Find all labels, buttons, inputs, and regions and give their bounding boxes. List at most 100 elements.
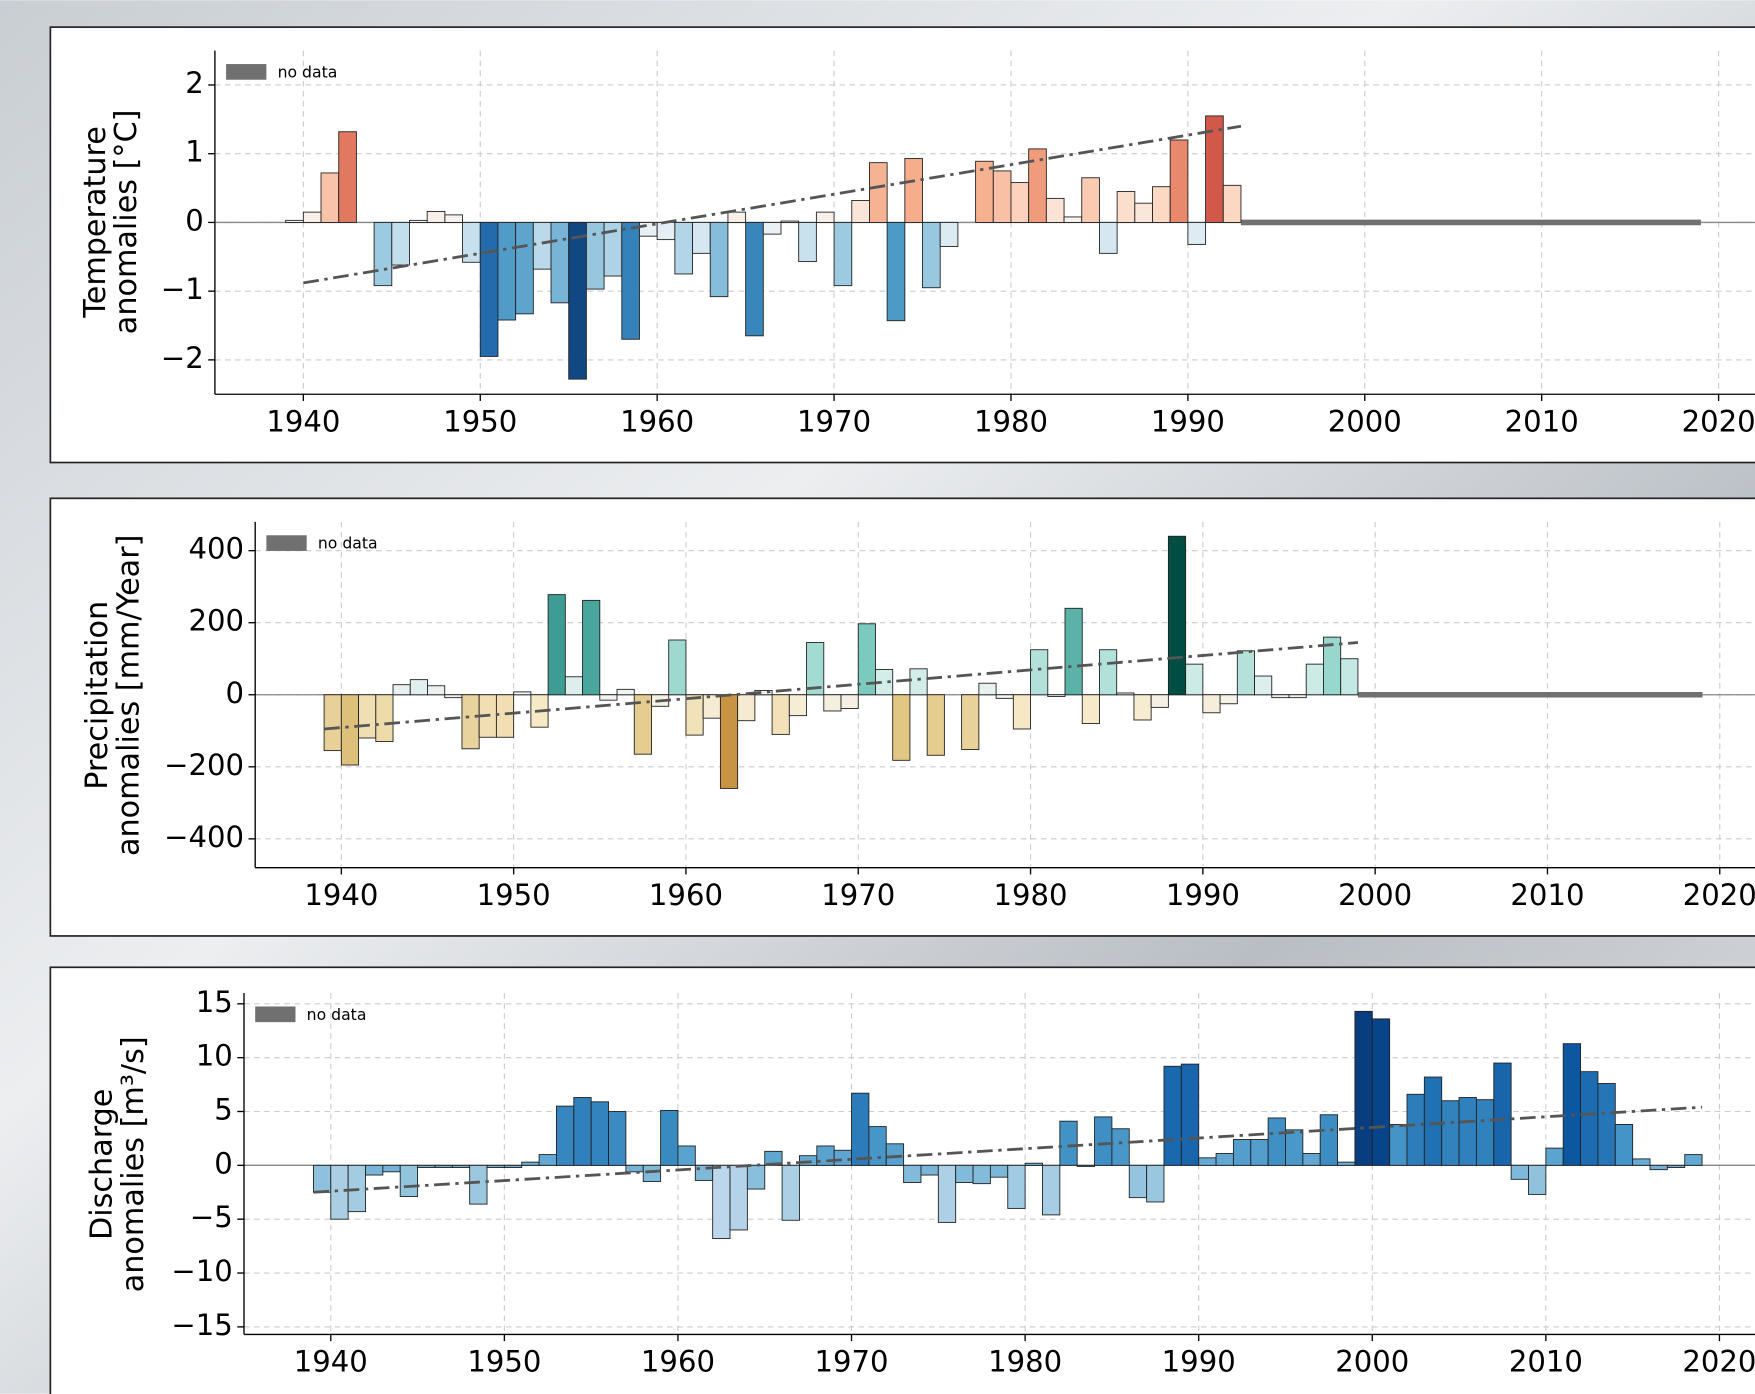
bar xyxy=(709,221,729,298)
bar xyxy=(1198,1157,1217,1166)
legend-label: no data xyxy=(318,534,378,553)
bar xyxy=(1180,1063,1200,1166)
x-tick-label: 1980 xyxy=(974,404,1048,438)
bar xyxy=(939,221,959,247)
bar xyxy=(417,1164,436,1168)
bar xyxy=(955,1164,974,1184)
bar xyxy=(1267,1117,1286,1166)
bar xyxy=(1150,694,1169,708)
bar xyxy=(771,694,790,735)
x-tick-label: 1940 xyxy=(294,1345,368,1379)
bar xyxy=(961,694,980,750)
bar xyxy=(625,1164,644,1173)
bar xyxy=(338,131,357,223)
y-tick-label: −5 xyxy=(190,1200,233,1234)
y-axis-label: anomalies [m³/s] xyxy=(116,1036,151,1292)
bar xyxy=(1045,197,1065,223)
x-tick-label: 2000 xyxy=(1328,404,1402,438)
bar xyxy=(330,1164,349,1220)
bar xyxy=(1232,1139,1252,1166)
bar xyxy=(1205,115,1224,223)
x-tick-label: 1960 xyxy=(620,404,694,438)
y-axis-label: anomalies [°C] xyxy=(109,110,144,335)
bar xyxy=(1288,694,1307,699)
trend-line xyxy=(303,124,1242,285)
bar xyxy=(1597,1083,1616,1166)
bar xyxy=(857,623,876,696)
x-tick-label: 1980 xyxy=(994,878,1068,912)
bar xyxy=(780,220,800,223)
bar xyxy=(1684,1154,1703,1166)
bar xyxy=(1185,663,1204,696)
bar xyxy=(1081,694,1100,725)
bar xyxy=(1254,675,1273,696)
y-axis-label: Discharge xyxy=(84,1089,119,1240)
bar xyxy=(989,1164,1009,1178)
bar xyxy=(975,160,994,223)
bar xyxy=(1219,694,1238,705)
y-tick-label: 15 xyxy=(196,985,233,1019)
y-tick-label: −400 xyxy=(164,820,244,854)
bar xyxy=(762,221,782,235)
bar xyxy=(1024,1162,1043,1166)
bar xyxy=(668,639,687,696)
bar xyxy=(590,1101,609,1166)
bar xyxy=(538,1154,557,1166)
bar xyxy=(868,1126,887,1166)
legend-label: no data xyxy=(278,63,338,82)
bar xyxy=(972,1164,991,1185)
x-tick-label: 2000 xyxy=(1335,1345,1409,1379)
bar xyxy=(358,694,377,739)
bar xyxy=(660,1109,679,1166)
y-tick-label: −2 xyxy=(161,341,204,375)
bar xyxy=(391,221,410,266)
bar xyxy=(926,694,945,756)
bar xyxy=(851,199,870,223)
bar xyxy=(1059,1120,1078,1166)
legend-swatch xyxy=(255,1006,296,1023)
bar xyxy=(409,679,428,696)
x-tick-label: 1950 xyxy=(443,404,517,438)
bar xyxy=(903,1164,922,1184)
bar xyxy=(1545,1147,1564,1166)
bar xyxy=(1042,1164,1061,1216)
bar xyxy=(1389,1123,1408,1166)
bar xyxy=(503,1164,523,1168)
bar xyxy=(745,221,764,337)
y-tick-label: 0 xyxy=(225,676,244,710)
y-tick-label: 200 xyxy=(188,604,244,638)
y-tick-label: 2 xyxy=(185,66,204,100)
bar xyxy=(1116,692,1135,696)
x-tick-label: 1970 xyxy=(815,1345,889,1379)
bar xyxy=(692,221,711,254)
bar xyxy=(1133,694,1152,721)
x-tick-label: 2010 xyxy=(1509,1345,1583,1379)
bar xyxy=(1271,694,1290,699)
bar xyxy=(806,642,825,696)
bar xyxy=(1305,663,1324,696)
bar xyxy=(312,1164,332,1193)
bar xyxy=(497,221,517,321)
x-tick-label: 1990 xyxy=(1162,1345,1236,1379)
bar xyxy=(1614,1123,1634,1166)
bar xyxy=(1215,1153,1234,1166)
y-axis-label: Precipitation xyxy=(80,601,115,790)
bar xyxy=(1337,1161,1356,1166)
bar xyxy=(621,221,640,340)
bar xyxy=(616,688,635,696)
y-axis-label: anomalies [mm/Year] xyxy=(111,535,146,856)
bar xyxy=(1475,1099,1495,1166)
bar xyxy=(1441,1100,1460,1166)
x-tick-label: 1940 xyxy=(304,878,378,912)
bar xyxy=(978,682,997,696)
x-tick-label: 1950 xyxy=(467,1345,541,1379)
y-tick-label: −15 xyxy=(171,1308,232,1342)
bar xyxy=(746,1164,766,1190)
bar xyxy=(1250,1139,1269,1166)
bar xyxy=(1236,650,1255,696)
bar xyxy=(1510,1164,1529,1180)
bar xyxy=(799,1155,818,1166)
bar xyxy=(677,1145,696,1166)
y-tick-label: −1 xyxy=(161,272,204,306)
